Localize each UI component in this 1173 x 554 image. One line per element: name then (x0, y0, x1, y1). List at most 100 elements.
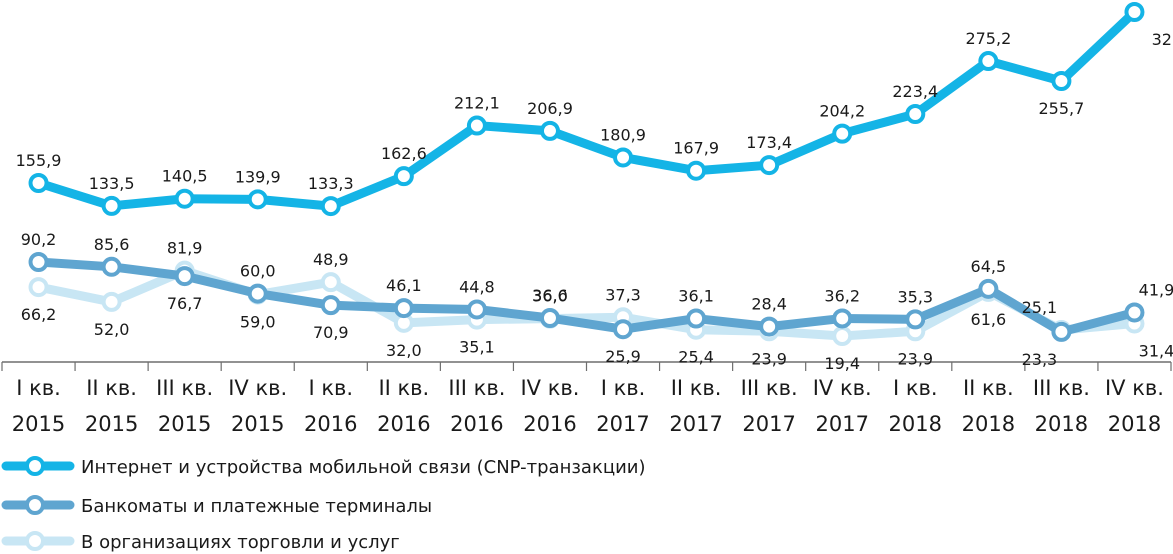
data-label: 155,9 (16, 151, 62, 170)
series-1-point (28, 173, 49, 193)
data-label: 167,9 (673, 139, 719, 158)
x-tick-label-quarter: I кв. (601, 376, 646, 400)
x-tick-label-year: 2015 (85, 412, 138, 436)
data-label: 140,5 (162, 167, 208, 186)
data-label: 52,0 (94, 320, 130, 339)
series-2-point (539, 308, 560, 329)
x-tick-label-quarter: II кв. (378, 376, 429, 400)
legend-swatch-marker (25, 456, 45, 476)
series-1-point (539, 120, 560, 141)
series-1-point (393, 166, 414, 187)
data-label: 36,1 (678, 287, 714, 306)
data-label: 23,9 (751, 349, 787, 368)
data-label: 85,6 (94, 235, 130, 254)
series-2-point (174, 266, 195, 287)
data-label: 46,1 (386, 276, 422, 295)
legend: Интернет и устройства мобильной связи (C… (1, 456, 646, 553)
data-label: 206,9 (527, 99, 573, 118)
x-tick-label-quarter: II кв. (671, 376, 722, 400)
data-label: 90,2 (21, 230, 57, 249)
legend-swatch-marker (25, 495, 45, 515)
data-label: 32,0 (386, 341, 422, 360)
series-2-point (393, 298, 414, 319)
data-label: 25,9 (605, 347, 641, 366)
legend-swatch-marker (25, 531, 45, 551)
series-1-point (832, 123, 853, 144)
data-label: 275,2 (965, 29, 1011, 48)
data-label: 60,0 (240, 262, 276, 281)
series-2-point (320, 295, 341, 316)
series-1-point (1051, 70, 1072, 91)
x-tick-label-year: 2015 (12, 412, 65, 436)
series-2-point (28, 252, 49, 272)
series-1-point (978, 51, 999, 72)
data-label: 31,4 (1139, 341, 1173, 360)
data-label: 36,0 (532, 287, 568, 306)
x-tick-label-year: 2018 (1108, 412, 1161, 436)
x-tick-label-year: 2015 (231, 412, 284, 436)
x-tick-label-year: 2018 (962, 412, 1015, 436)
data-label: 255,7 (1039, 99, 1085, 118)
data-label: 23,3 (1022, 350, 1058, 369)
x-tick-label-quarter: III кв. (1033, 376, 1090, 400)
x-tick-label-year: 2016 (304, 412, 357, 436)
series-2-point (759, 316, 780, 337)
series-3-point (101, 291, 122, 312)
series-1-point (1124, 2, 1145, 22)
x-tick-label-quarter: IV кв. (520, 376, 579, 400)
data-label: 70,9 (313, 323, 349, 342)
data-label: 162,6 (381, 144, 427, 163)
data-label: 28,4 (751, 295, 787, 314)
series-line-2 (34, 257, 1139, 337)
series-1-point (905, 104, 926, 125)
series-3-point (28, 277, 49, 298)
x-tick-label-year: 2016 (450, 412, 503, 436)
data-label: 44,8 (459, 277, 495, 296)
x-tick-label-year: 2016 (523, 412, 576, 436)
series-2-point (1051, 321, 1072, 342)
data-label: 61,6 (971, 310, 1007, 329)
x-tick-label-quarter: IV кв. (813, 376, 872, 400)
series-1-point (686, 160, 707, 181)
data-label: 36,2 (824, 286, 860, 305)
data-label: 35,1 (459, 338, 495, 357)
series-2-point (832, 308, 853, 329)
x-tick-label-quarter: I кв. (893, 376, 938, 400)
data-label: 36,6 (532, 286, 568, 305)
x-tick-label-quarter: IV кв. (228, 376, 287, 400)
data-label: 19,4 (824, 354, 860, 373)
data-label: 48,9 (313, 250, 349, 269)
series-line-1 (34, 7, 1139, 211)
series-3-point (320, 272, 341, 293)
x-tick-label-year: 2017 (815, 412, 868, 436)
x-tick-label-year: 2015 (158, 412, 211, 436)
data-label: 180,9 (600, 125, 646, 144)
data-label: 139,9 (235, 167, 281, 186)
x-tick-label-quarter: I кв. (16, 376, 61, 400)
series-1-point (247, 189, 268, 210)
data-label: 66,2 (21, 305, 57, 324)
data-label: 35,3 (897, 287, 933, 306)
data-label: 64,5 (971, 257, 1007, 276)
series-2-point (905, 309, 926, 330)
series-1-point (466, 115, 487, 136)
x-tick-label-year: 2018 (889, 412, 942, 436)
data-label: 37,3 (605, 285, 641, 304)
data-label: 23,9 (897, 349, 933, 368)
x-tick-label-year: 2017 (596, 412, 649, 436)
series-1-point (101, 195, 122, 216)
series-2-point (978, 278, 999, 299)
series-2-point (613, 319, 634, 340)
legend-label: В организациях торговли и услуг (81, 532, 400, 553)
series-2-point (247, 283, 268, 304)
x-tick-label-year: 2017 (742, 412, 795, 436)
series-2-point (101, 256, 122, 277)
data-label: 223,4 (892, 82, 938, 101)
data-label: 81,9 (167, 239, 203, 258)
series-1-point (320, 196, 341, 217)
x-tick-label-year: 2017 (669, 412, 722, 436)
legend-label: Интернет и устройства мобильной связи (C… (81, 457, 646, 478)
data-label: 133,3 (308, 174, 354, 193)
x-tick-label-quarter: III кв. (156, 376, 213, 400)
data-label: 76,7 (167, 294, 203, 313)
